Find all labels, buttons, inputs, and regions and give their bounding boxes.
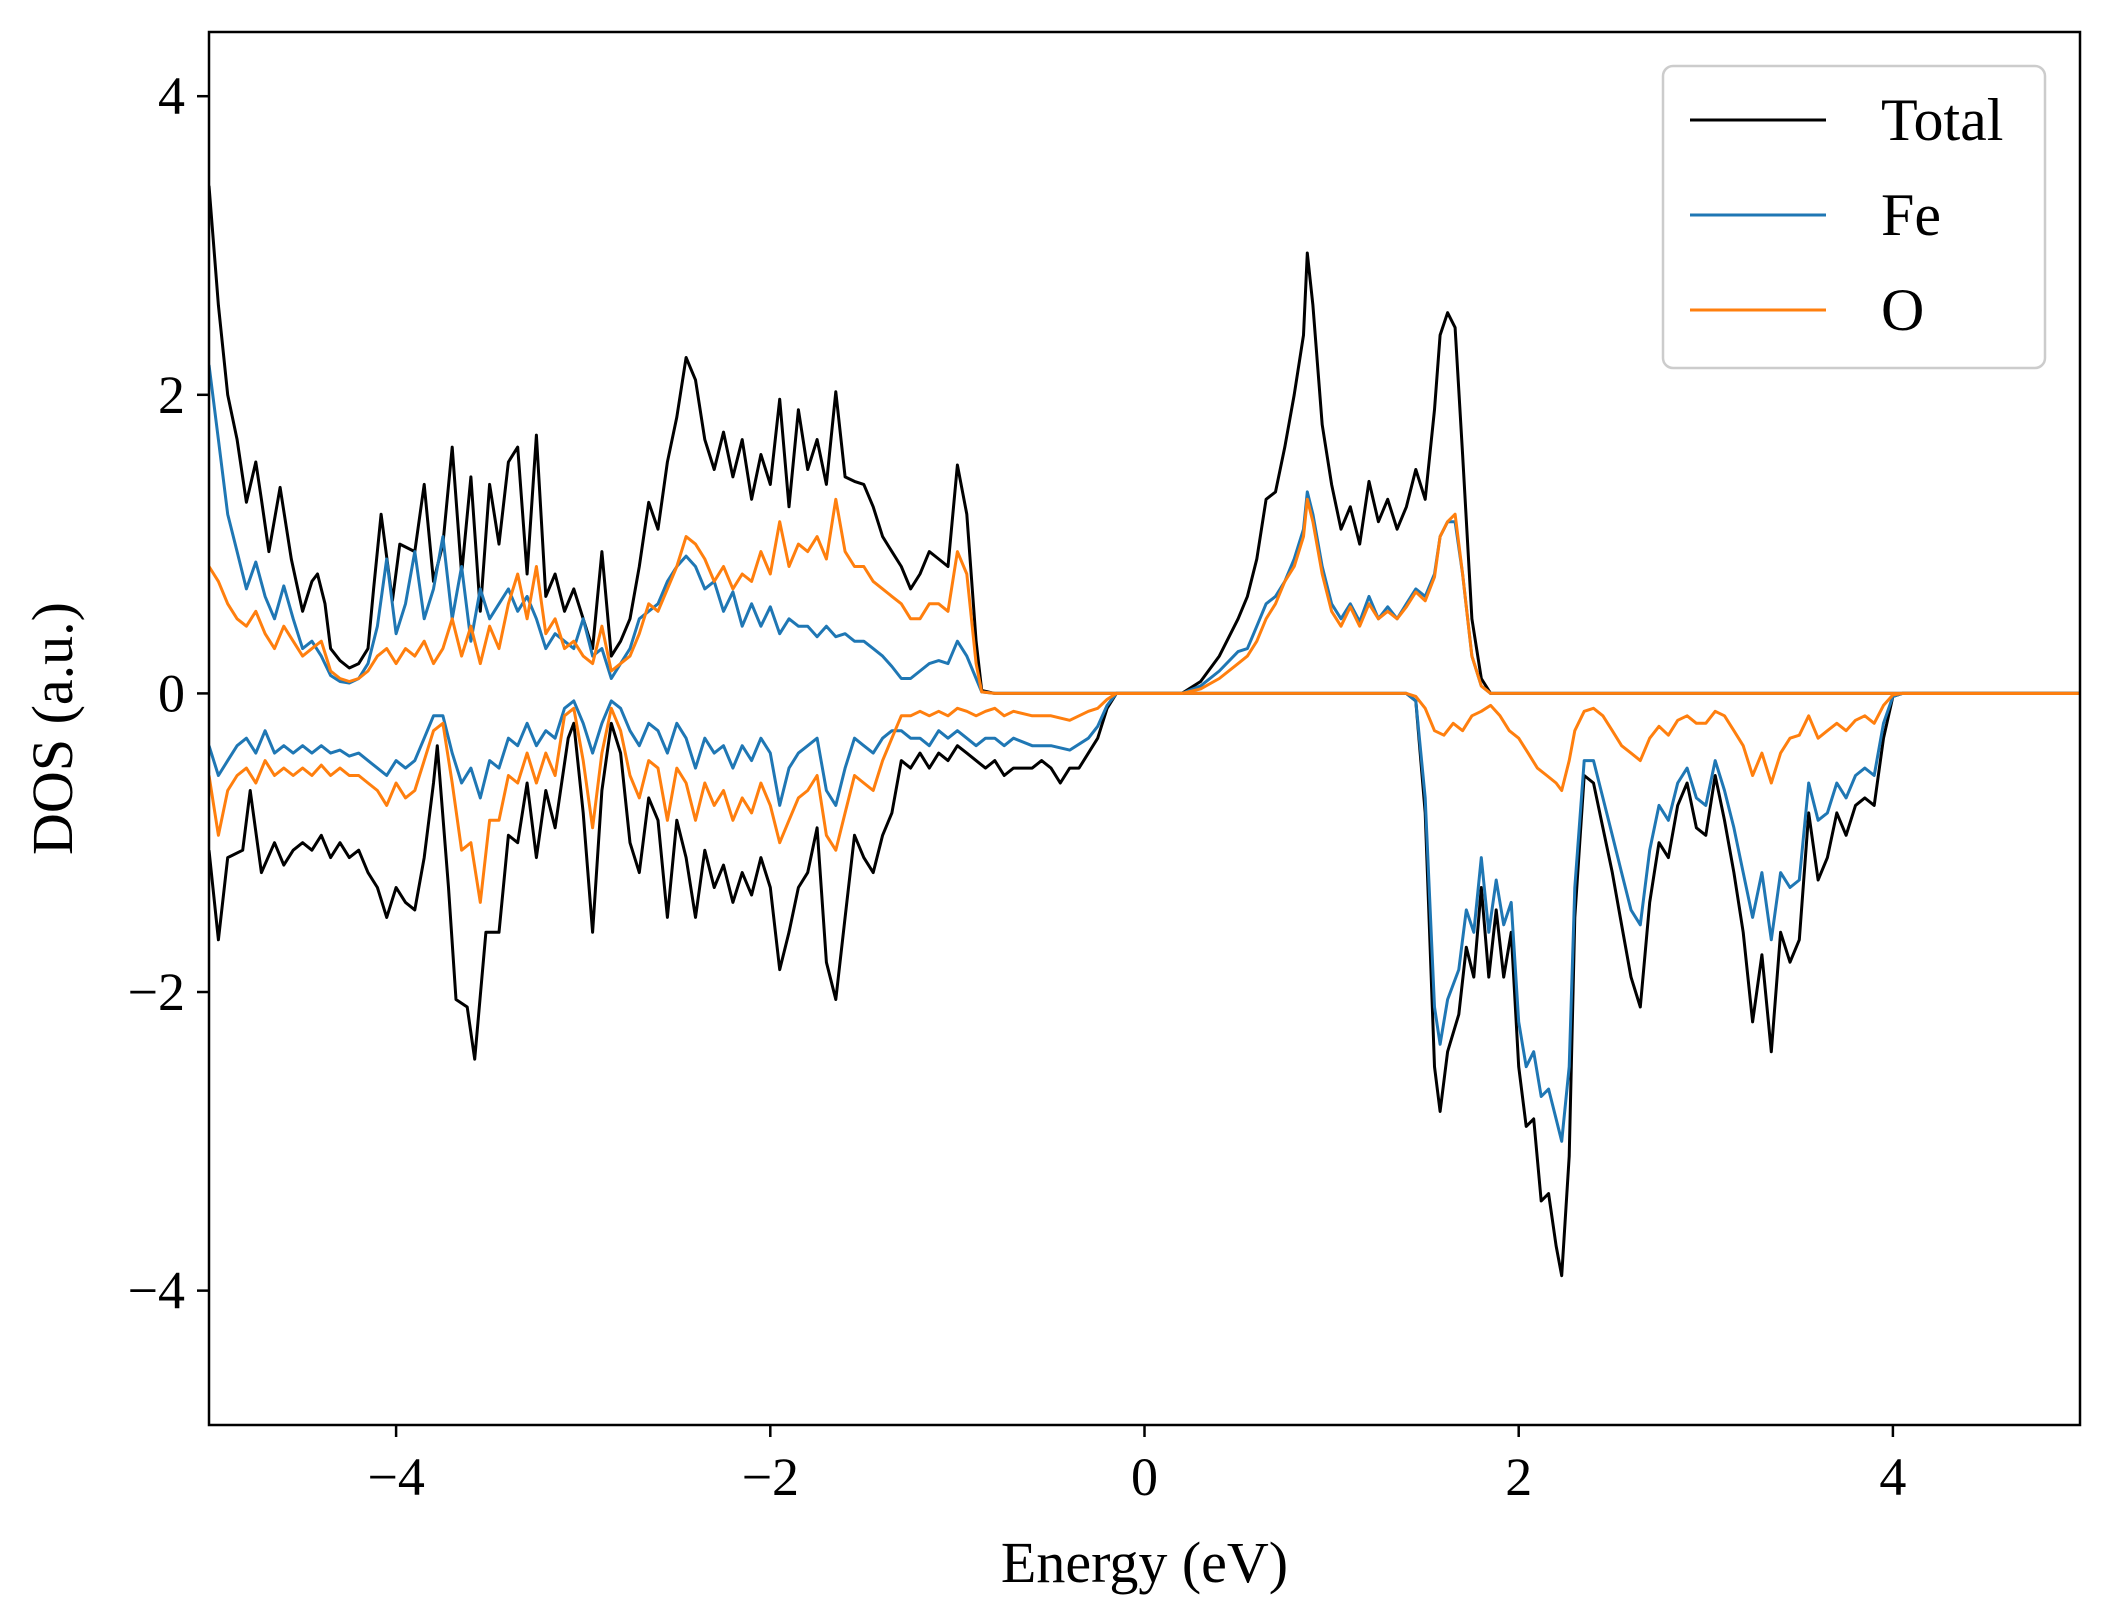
y-tick-label: 2: [158, 365, 185, 425]
y-tick-label: 4: [158, 66, 185, 126]
x-tick-label: 2: [1505, 1447, 1532, 1507]
x-tick-label: −2: [742, 1447, 799, 1507]
legend-label-total: Total: [1881, 87, 2003, 153]
x-tick-label: −4: [367, 1447, 424, 1507]
y-axis-ticks: −4 −2 0 2 4: [128, 66, 209, 1321]
y-tick-label: 0: [158, 663, 185, 723]
series-o-spin-up-line: [209, 497, 2080, 695]
x-axis-ticks: −4 −2 0 2 4: [367, 1425, 1906, 1507]
y-tick-label: −4: [128, 1261, 185, 1321]
legend-label-fe: Fe: [1881, 182, 1941, 248]
legend-frame: [1661, 64, 2047, 370]
plot-lines: [209, 185, 2080, 1278]
series-fe-spin-down-line: [209, 691, 2080, 1143]
x-axis-label: Energy (eV): [1001, 1530, 1288, 1595]
y-tick-label: −2: [128, 962, 185, 1022]
y-axis-label: DOS (a.u.): [20, 602, 85, 855]
series-total-spin-up-line: [209, 185, 2080, 695]
legend: Total Fe O: [1661, 64, 2047, 370]
series-total-spin-down-line: [209, 691, 2080, 1278]
x-tick-label: 0: [1131, 1447, 1158, 1507]
series-fe-spin-up-line: [209, 364, 2080, 695]
legend-label-o: O: [1881, 277, 1924, 343]
series-o-spin-down-line: [209, 691, 2080, 904]
x-tick-label: 4: [1879, 1447, 1906, 1507]
